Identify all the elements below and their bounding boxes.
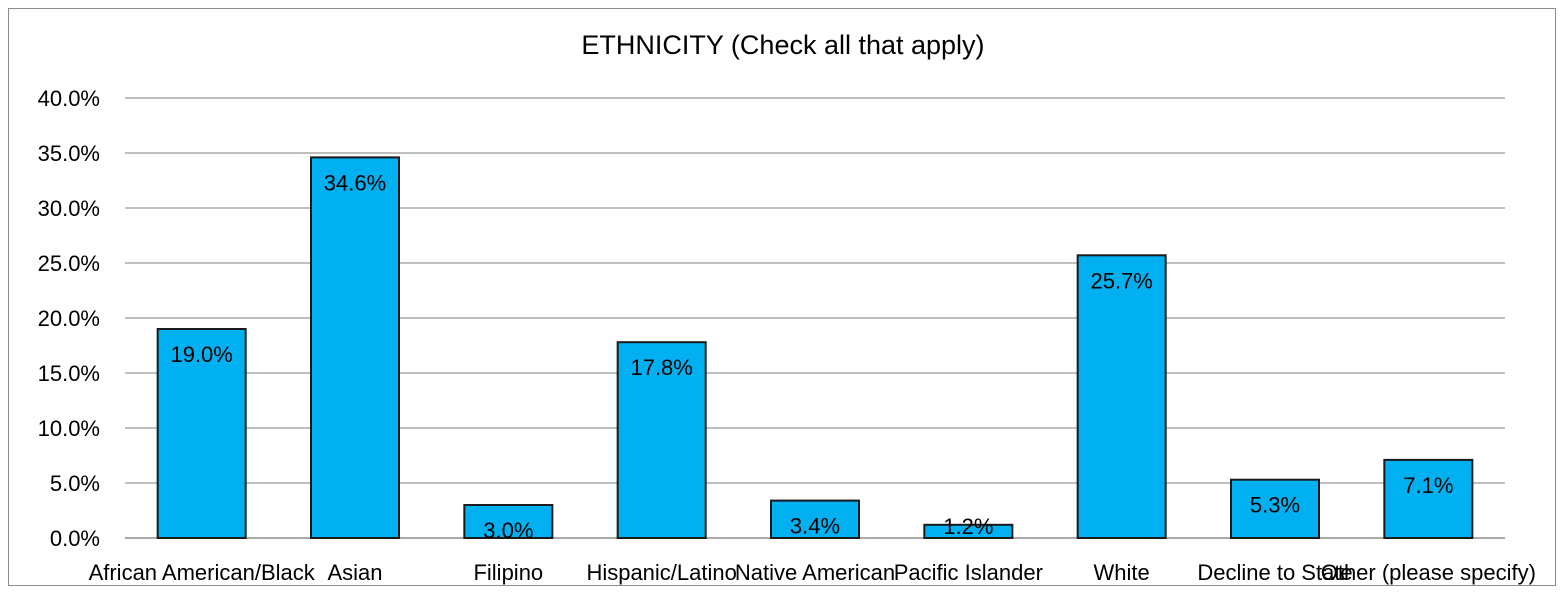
bar: [156, 328, 247, 539]
data-label: 5.3%: [1250, 493, 1300, 518]
y-tick-label: 15.0%: [38, 361, 100, 386]
bar: [1076, 254, 1167, 540]
bar: [1230, 478, 1320, 540]
bar: [923, 523, 1014, 539]
x-category-label: Decline to State: [1197, 560, 1352, 585]
x-category-label: Pacific Islander: [894, 560, 1043, 585]
x-category-label: Asian: [327, 560, 382, 585]
data-label: 1.2%: [943, 514, 993, 539]
data-label: 17.8%: [630, 355, 692, 380]
y-tick-label: 0.0%: [50, 526, 100, 551]
data-label: 7.1%: [1403, 473, 1453, 498]
x-category-label: Native American: [735, 560, 895, 585]
x-category-label: Other (please specify): [1321, 560, 1536, 585]
data-label: 34.6%: [324, 170, 386, 195]
y-axis-ticks: 0.0% 5.0% 10.0% 15.0% 20.0% 25.0% 30.0% 35.0% 40…: [38, 86, 100, 551]
data-label: 25.7%: [1090, 268, 1152, 293]
x-category-label: Filipino: [473, 560, 543, 585]
y-tick-label: 10.0%: [38, 416, 100, 441]
bar: [616, 341, 707, 540]
y-tick-label: 20.0%: [38, 306, 100, 331]
y-tick-label: 35.0%: [38, 141, 100, 166]
chart-title: ETHNICITY (Check all that apply): [581, 30, 985, 60]
bar: [770, 499, 860, 540]
y-tick-label: 5.0%: [50, 471, 100, 496]
bar: [463, 504, 554, 539]
x-axis-categories: African American/Black Asian Filipino Hispa…: [89, 560, 1536, 585]
x-category-label: African American/Black: [89, 560, 316, 585]
bars: [156, 156, 1474, 540]
x-category-label: Hispanic/Latino: [586, 560, 736, 585]
data-label: 19.0%: [170, 342, 232, 367]
data-label: 3.4%: [790, 514, 840, 539]
x-category-label: White: [1094, 560, 1150, 585]
y-tick-label: 25.0%: [38, 251, 100, 276]
data-labels: 19.0% 34.6% 3.0% 17.8% 3.4% 1.2% 25.7% 5.3% 7.1%: [170, 170, 1453, 543]
bar: [310, 156, 400, 539]
bar: [1383, 458, 1474, 539]
data-label: 3.0%: [483, 518, 533, 543]
y-tick-label: 40.0%: [38, 86, 100, 111]
y-tick-label: 30.0%: [38, 196, 100, 221]
